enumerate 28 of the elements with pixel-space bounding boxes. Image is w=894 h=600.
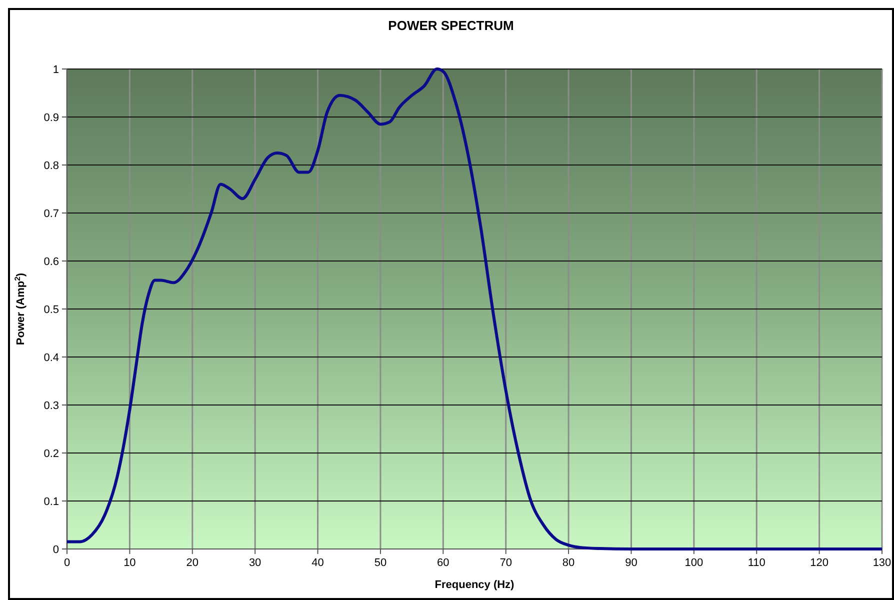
x-tick-label: 100 — [684, 557, 704, 569]
y-tick-label: 0.3 — [44, 400, 59, 412]
x-tick-label: 30 — [248, 557, 262, 569]
y-tick-label: 0.9 — [44, 112, 59, 124]
y-tick-label: 0.6 — [44, 256, 59, 268]
x-tick-label: 80 — [562, 557, 575, 569]
x-tick-label: 20 — [186, 557, 199, 569]
y-tick-label: 0.5 — [44, 304, 59, 316]
y-tick-label: 0.7 — [44, 208, 59, 220]
x-tick-label: 50 — [374, 557, 387, 569]
y-tick-label: 0 — [52, 544, 59, 556]
x-tick-label: 120 — [810, 557, 828, 569]
line-series — [66, 68, 884, 550]
x-tick-label: 60 — [437, 557, 450, 569]
x-tick-label: 70 — [500, 557, 512, 569]
x-axis-title: Frequency (Hz) — [434, 579, 515, 591]
y-tick-label: 0.8 — [44, 160, 59, 172]
y-tick-label: 1 — [52, 64, 59, 76]
x-tick-label: 90 — [625, 557, 638, 569]
y-tick-label: 0.1 — [44, 496, 59, 508]
y-tick-label: 0.2 — [44, 448, 59, 460]
x-tick-label: 130 — [872, 557, 892, 569]
y-tick-label: 0.4 — [44, 352, 59, 364]
x-tick-label: 10 — [124, 557, 136, 569]
x-tick-label: 110 — [748, 557, 766, 569]
x-tick-label: 0 — [64, 557, 70, 569]
chart-title: POWER SPECTRUM — [388, 18, 514, 33]
x-tick-label: 40 — [312, 557, 324, 569]
